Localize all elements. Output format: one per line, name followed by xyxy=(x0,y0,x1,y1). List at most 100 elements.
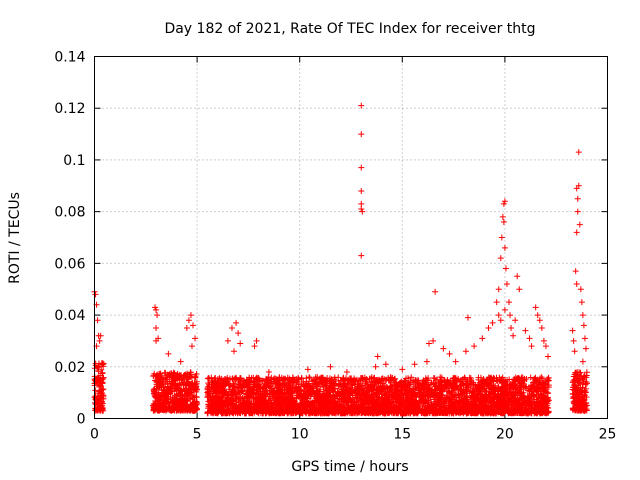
data-point xyxy=(155,387,162,394)
data-point xyxy=(192,381,199,388)
data-point xyxy=(157,393,164,400)
data-point xyxy=(406,400,413,407)
data-point xyxy=(163,403,170,410)
data-point xyxy=(308,385,315,392)
data-point xyxy=(541,396,548,403)
data-point xyxy=(171,392,178,399)
data-point xyxy=(416,399,423,406)
data-point xyxy=(175,373,182,380)
data-point xyxy=(510,393,517,400)
data-point xyxy=(535,399,542,406)
data-point xyxy=(383,390,390,397)
data-point xyxy=(187,395,194,402)
data-point xyxy=(236,409,243,416)
data-point xyxy=(280,376,287,383)
data-point xyxy=(368,391,375,398)
data-point xyxy=(92,394,99,401)
data-point xyxy=(161,400,168,407)
data-point xyxy=(181,379,188,386)
data-point xyxy=(410,381,417,388)
data-point xyxy=(316,388,323,395)
x-tick-label: 10 xyxy=(291,427,309,443)
y-tick-label: 0.14 xyxy=(54,50,85,66)
data-point xyxy=(326,384,333,391)
data-point xyxy=(150,400,157,407)
data-point xyxy=(467,375,474,382)
data-point xyxy=(219,403,226,410)
data-point xyxy=(537,379,544,386)
data-point xyxy=(335,374,342,381)
data-point xyxy=(161,369,168,376)
data-point xyxy=(99,361,106,368)
data-point xyxy=(99,404,106,411)
data-point xyxy=(388,409,395,416)
data-point xyxy=(364,381,371,388)
data-point xyxy=(190,407,197,414)
data-point xyxy=(176,396,183,403)
y-tick-label: 0.1 xyxy=(63,153,85,169)
data-point xyxy=(422,391,429,398)
data-point xyxy=(157,375,164,382)
data-point xyxy=(532,374,539,381)
data-point xyxy=(514,389,521,396)
x-tick-label: 5 xyxy=(193,427,202,443)
data-point xyxy=(164,390,171,397)
data-point xyxy=(163,376,170,383)
data-point xyxy=(467,387,474,394)
data-point xyxy=(100,393,107,400)
data-point xyxy=(267,387,274,394)
data-point xyxy=(97,372,104,379)
data-point xyxy=(205,393,212,400)
data-point xyxy=(538,374,545,381)
data-point xyxy=(349,382,356,389)
data-point xyxy=(331,385,338,392)
data-point xyxy=(242,382,249,389)
x-tick-label: 20 xyxy=(496,427,514,443)
data-point xyxy=(393,399,400,406)
data-point xyxy=(170,402,177,409)
data-point xyxy=(498,409,505,416)
data-point xyxy=(374,377,381,384)
x-tick-label: 15 xyxy=(393,427,411,443)
data-point xyxy=(94,365,101,372)
y-ticks: 00.020.040.060.080.10.120.14 xyxy=(54,50,608,428)
data-points xyxy=(91,102,590,417)
data-point xyxy=(278,389,285,396)
data-point xyxy=(209,409,216,416)
data-point xyxy=(312,391,319,398)
x-tick-label: 0 xyxy=(90,427,99,443)
data-point xyxy=(475,374,482,381)
data-point xyxy=(166,373,173,380)
data-point xyxy=(155,374,162,381)
data-point xyxy=(99,386,106,393)
data-point xyxy=(218,402,225,409)
data-point xyxy=(439,387,446,394)
data-point xyxy=(95,390,102,397)
data-point xyxy=(298,374,305,381)
data-point xyxy=(408,374,415,381)
data-point xyxy=(181,393,188,400)
data-point xyxy=(510,410,517,417)
data-point xyxy=(169,381,176,388)
data-point xyxy=(376,387,383,394)
data-point xyxy=(206,398,213,405)
data-point xyxy=(329,396,336,403)
data-point xyxy=(304,384,311,391)
data-point xyxy=(421,387,428,394)
data-point xyxy=(187,404,194,411)
data-point xyxy=(542,381,549,388)
data-point xyxy=(291,376,298,383)
data-point xyxy=(365,384,372,391)
data-point xyxy=(331,385,338,392)
data-point xyxy=(305,389,312,396)
data-point xyxy=(221,399,228,406)
data-point xyxy=(160,387,167,394)
data-point xyxy=(167,396,174,403)
y-tick-label: 0.04 xyxy=(54,308,85,324)
data-point xyxy=(520,404,527,411)
data-point xyxy=(416,406,423,413)
data-point xyxy=(544,389,551,396)
data-point xyxy=(96,407,103,414)
data-point xyxy=(437,382,444,389)
data-point xyxy=(530,379,537,386)
